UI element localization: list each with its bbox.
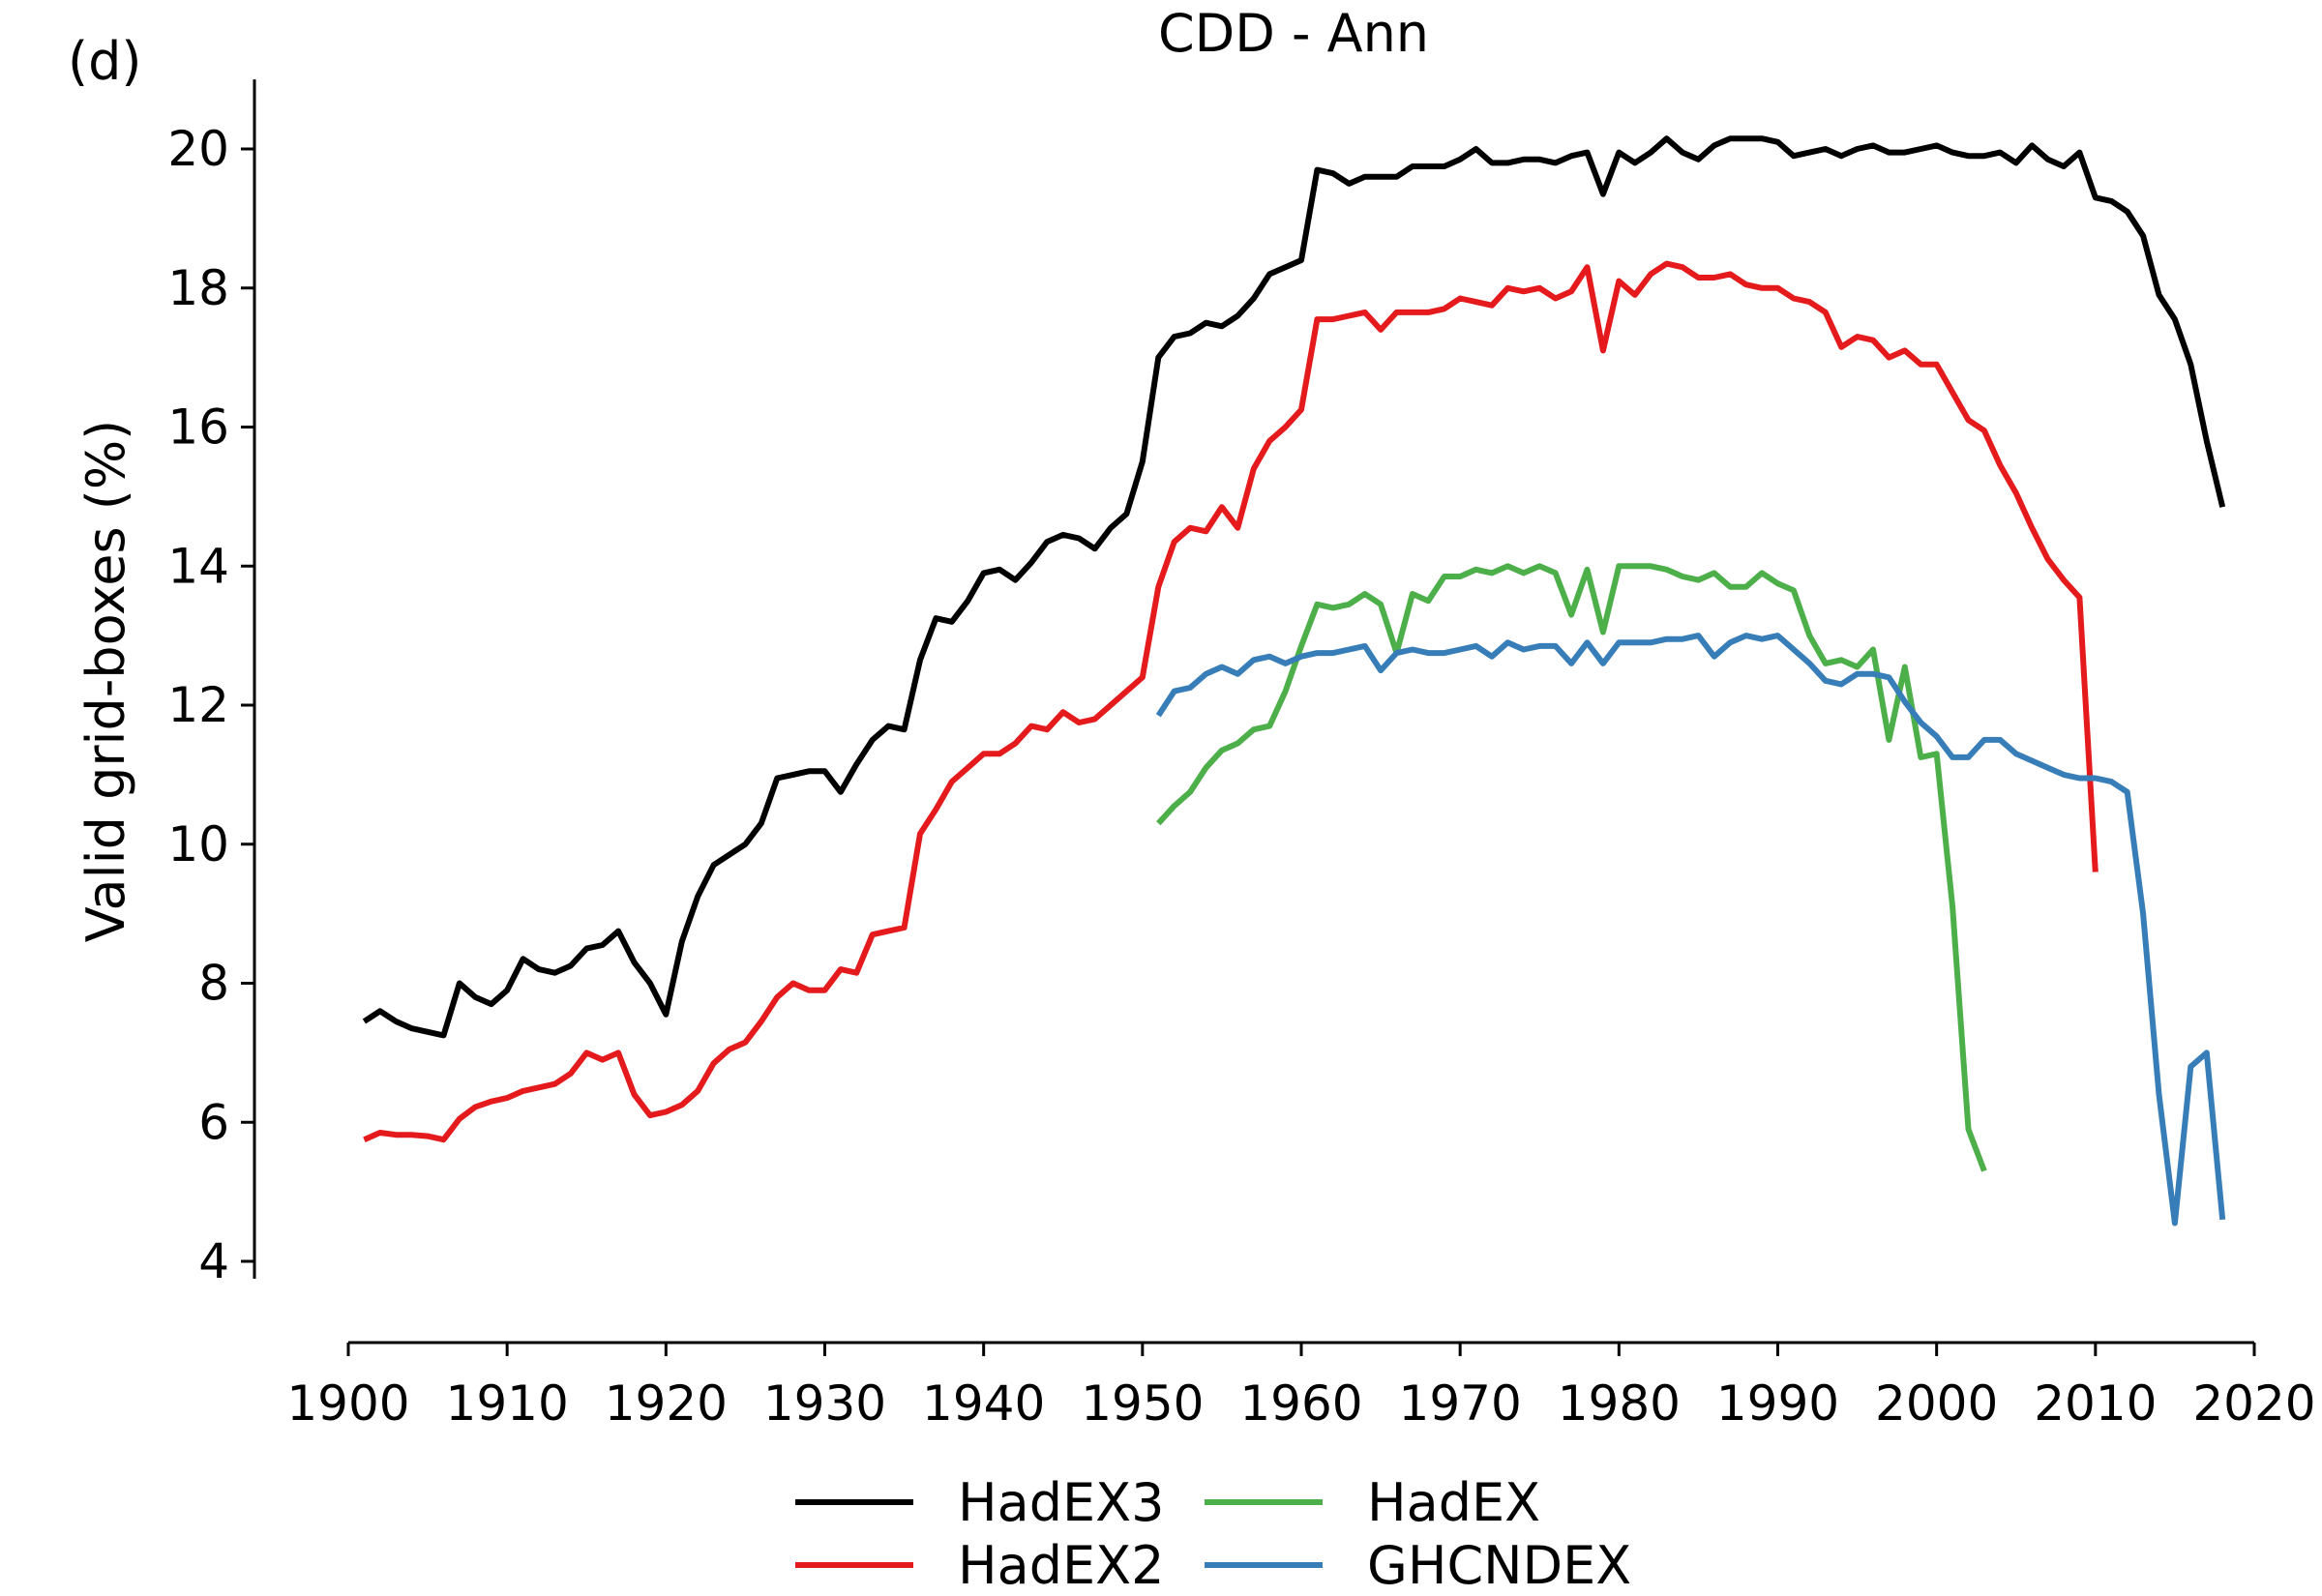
y-tick-label: 14: [167, 538, 229, 594]
x-tick-label: 2020: [2192, 1375, 2315, 1432]
legend-label: HadEX3: [958, 1472, 1164, 1533]
x-tick-label: 1950: [1081, 1375, 1204, 1432]
x-tick-label: 1920: [605, 1375, 728, 1432]
legend-label: HadEX2: [958, 1535, 1164, 1596]
x-tick-label: 2010: [2034, 1375, 2157, 1432]
y-tick-label: 6: [198, 1094, 229, 1150]
x-tick-label: 2000: [1875, 1375, 1998, 1432]
legend-label: GHCNDEX: [1367, 1535, 1631, 1596]
x-tick-label: 1910: [446, 1375, 569, 1432]
panel-label: (d): [68, 31, 141, 92]
series-line-hadex: [1156, 563, 1987, 1172]
series-line-hadex2: [363, 260, 2099, 1143]
x-tick-label: 1930: [763, 1375, 886, 1432]
x-tick-label: 1980: [1558, 1375, 1681, 1432]
y-axis-label: Valid grid-boxes (%): [75, 420, 136, 942]
y-tick-label: 12: [167, 677, 229, 733]
y-tick-label: 8: [198, 956, 229, 1012]
y-tick-label: 18: [167, 260, 229, 316]
y-tick-label: 20: [167, 121, 229, 177]
legend-label: HadEX: [1367, 1472, 1540, 1533]
y-tick-label: 16: [167, 399, 229, 456]
x-tick-label: 1990: [1716, 1375, 1839, 1432]
y-tick-label: 4: [198, 1233, 229, 1289]
x-tick-label: 1960: [1239, 1375, 1362, 1432]
legend-item-hadex3: HadEX3: [795, 1472, 1164, 1533]
legend-item-hadex: HadEX: [1205, 1472, 1540, 1533]
x-tick-label: 1940: [922, 1375, 1045, 1432]
legend-item-hadex2: HadEX2: [795, 1535, 1164, 1596]
legend-item-ghcndex: GHCNDEX: [1205, 1535, 1631, 1596]
chart-title: CDD - Ann: [1158, 3, 1429, 64]
series-line-ghcndex: [1155, 633, 2226, 1227]
x-tick-label: 1900: [286, 1375, 409, 1432]
y-axis: 4 6 8 10 12 14 16 18 20: [167, 79, 256, 1289]
y-tick-label: 10: [167, 816, 229, 872]
x-axis: 1900 1910 1920 1930 1940 1950 1960 1970 1980 1990…: [286, 1341, 2316, 1432]
plot-area: [362, 135, 2226, 1227]
x-tick-label: 1970: [1399, 1375, 1522, 1432]
series-line-hadex3: [362, 135, 2226, 1039]
